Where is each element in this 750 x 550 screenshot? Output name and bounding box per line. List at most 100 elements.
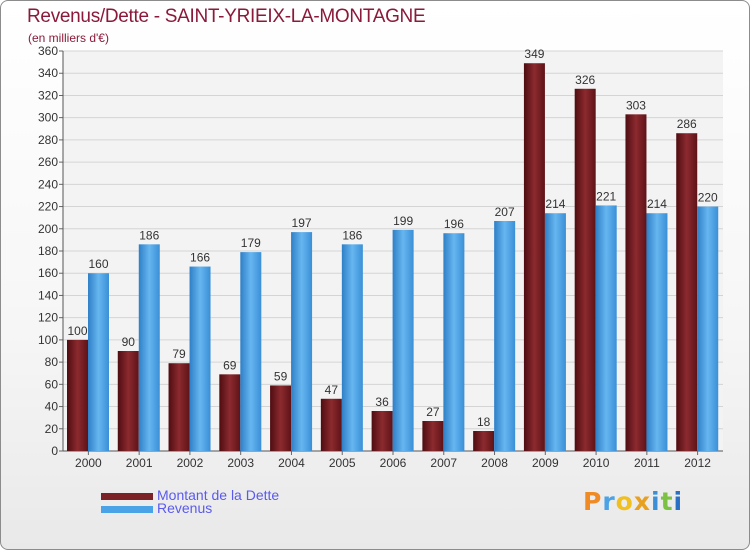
chart-title: Revenus/Dette - SAINT-YRIEIX-LA-MONTAGNE: [27, 6, 426, 27]
y-tick-label: 100: [38, 333, 58, 347]
data-label-revenus: 186: [139, 228, 159, 242]
data-label-revenus: 214: [647, 197, 667, 211]
logo-letter: o: [615, 487, 634, 516]
bar-debt: [523, 63, 545, 451]
data-label-debt: 79: [172, 347, 186, 361]
bar-debt: [320, 398, 342, 451]
logo-letter: i: [651, 487, 661, 516]
data-label-debt: 349: [524, 47, 544, 61]
bar-revenus: [291, 232, 313, 451]
x-tick-label: 2011: [634, 456, 660, 470]
logo-letter: x: [633, 487, 651, 516]
bar-debt: [219, 374, 241, 451]
y-tick-label: 160: [38, 266, 58, 280]
y-tick-label: 320: [38, 88, 58, 102]
bar-debt: [422, 421, 444, 451]
logo-letter: i: [673, 487, 684, 516]
legend-swatch-debt: [101, 493, 153, 500]
chart-subtitle: (en milliers d'€): [28, 31, 109, 45]
bar-revenus: [341, 244, 363, 451]
bar-debt: [473, 431, 495, 451]
bar-revenus: [392, 229, 414, 451]
bar-revenus: [697, 206, 719, 451]
y-tick-label: 360: [38, 44, 58, 58]
y-tick-label: 180: [38, 244, 58, 258]
bar-revenus: [544, 213, 566, 451]
data-label-debt: 100: [67, 324, 87, 338]
data-label-revenus: 166: [190, 251, 210, 265]
y-tick-label: 240: [38, 177, 58, 191]
data-label-debt: 36: [375, 395, 389, 409]
data-label-revenus: 160: [88, 257, 108, 271]
y-tick-label: 0: [51, 444, 58, 458]
proxiti-logo: Proxiti: [583, 487, 683, 516]
data-label-debt: 18: [477, 415, 491, 429]
data-label-debt: 286: [677, 117, 697, 131]
x-tick-label: 2007: [430, 456, 457, 470]
logo-letter: t: [660, 487, 674, 516]
bar-revenus: [240, 252, 262, 451]
bar-revenus: [595, 205, 617, 451]
bar-revenus: [443, 233, 465, 451]
legend-label-revenus: Revenus: [157, 500, 213, 516]
x-tick-label: 2012: [684, 456, 711, 470]
bar-debt: [625, 114, 647, 451]
data-label-debt: 90: [122, 335, 136, 349]
bar-revenus: [189, 266, 211, 451]
data-label-revenus: 196: [444, 217, 464, 231]
x-tick-label: 2001: [126, 456, 153, 470]
data-label-revenus: 220: [698, 191, 718, 205]
legend-label-debt: Montant de la Dette: [157, 487, 280, 503]
bar-debt: [168, 363, 190, 451]
x-tick-label: 2008: [481, 456, 508, 470]
y-tick-label: 140: [38, 288, 58, 302]
x-tick-label: 2009: [532, 456, 559, 470]
data-label-debt: 47: [325, 383, 339, 397]
data-label-debt: 326: [575, 73, 595, 87]
bar-debt: [270, 385, 292, 451]
bar-revenus: [88, 273, 109, 451]
y-tick-label: 340: [38, 66, 58, 80]
bar-revenus: [494, 221, 516, 451]
data-label-debt: 59: [274, 369, 288, 383]
y-tick-label: 120: [38, 311, 58, 325]
data-label-revenus: 199: [393, 214, 413, 228]
data-label-debt: 27: [426, 405, 440, 419]
y-tick-label: 280: [38, 133, 58, 147]
legend-item-revenus: Revenus: [101, 500, 749, 517]
bar-debt: [117, 351, 139, 451]
y-tick-label: 60: [45, 377, 59, 391]
x-tick-label: 2006: [380, 456, 407, 470]
logo-letter: r: [602, 487, 616, 516]
logo-letter: P: [583, 487, 603, 516]
x-tick-label: 2002: [177, 456, 204, 470]
bar-debt: [371, 411, 393, 451]
bar-revenus: [138, 244, 160, 451]
x-tick-label: 2010: [583, 456, 610, 470]
data-label-revenus: 179: [241, 236, 261, 250]
y-tick-label: 260: [38, 155, 58, 169]
x-tick-label: 2005: [329, 456, 356, 470]
y-tick-label: 80: [45, 355, 59, 369]
data-label-revenus: 186: [342, 228, 362, 242]
legend-swatch-revenus: [101, 506, 153, 513]
data-label-debt: 303: [626, 98, 646, 112]
y-tick-label: 220: [38, 200, 58, 214]
y-tick-label: 300: [38, 111, 58, 125]
data-label-revenus: 221: [596, 189, 616, 203]
x-tick-label: 2003: [227, 456, 254, 470]
y-tick-label: 40: [45, 400, 59, 414]
y-tick-label: 20: [45, 422, 59, 436]
legend-item-debt: Montant de la Dette: [101, 487, 749, 504]
bar-revenus: [646, 213, 668, 451]
bar-debt: [676, 133, 698, 451]
bar-debt: [574, 88, 596, 452]
y-tick-label: 200: [38, 222, 58, 236]
bar-debt: [67, 339, 88, 451]
data-label-revenus: 214: [545, 197, 565, 211]
data-label-debt: 69: [223, 358, 237, 372]
data-label-revenus: 197: [292, 216, 312, 230]
data-label-revenus: 207: [495, 205, 515, 219]
